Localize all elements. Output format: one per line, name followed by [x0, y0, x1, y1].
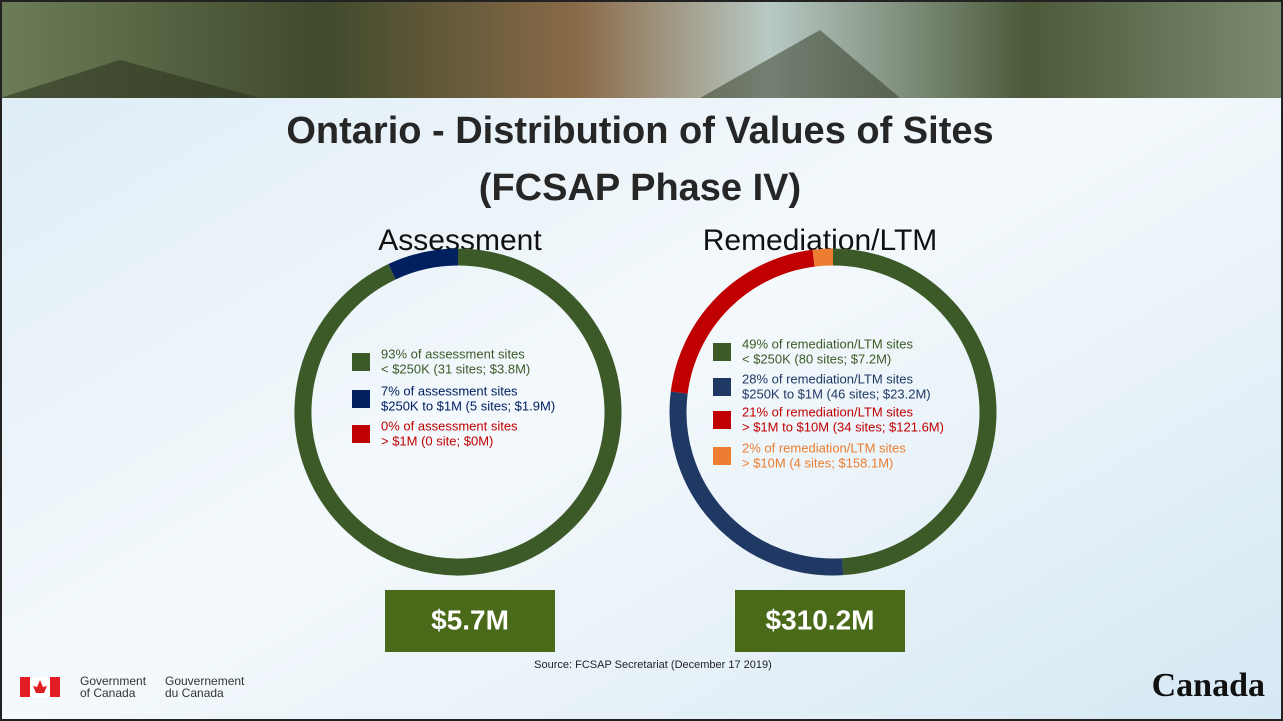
donut-segment	[669, 391, 844, 576]
footer-text: du Canada	[165, 686, 224, 700]
legend-label: 49% of remediation/LTM sites	[742, 336, 913, 351]
header-decor	[0, 60, 260, 98]
total-value: $310.2M	[766, 604, 875, 635]
total-box	[385, 590, 555, 652]
legend-label: < $250K (31 sites; $3.8M)	[381, 361, 530, 376]
total-value: $5.7M	[431, 604, 509, 635]
legend-swatch	[713, 411, 731, 429]
title: (FCSAP Phase IV)	[479, 167, 801, 209]
footer-text: Government	[80, 674, 147, 688]
donut-segment	[294, 248, 622, 576]
legend-label: > $1M to $10M (34 sites; $121.6M)	[742, 419, 944, 434]
legend-swatch	[352, 425, 370, 443]
donut-segment	[388, 248, 459, 280]
title: Ontario - Distribution of Values of Site…	[286, 110, 993, 152]
donut-segment	[832, 248, 997, 576]
legend-label: 28% of remediation/LTM sites	[742, 371, 913, 386]
legend-swatch	[352, 390, 370, 408]
total-box	[735, 590, 905, 652]
flag	[50, 677, 60, 697]
source: Source: FCSAP Secretariat (December 17 2…	[534, 659, 772, 671]
donut-segment	[812, 248, 834, 267]
flag	[20, 677, 30, 697]
legend-label: 21% of remediation/LTM sites	[742, 404, 913, 419]
legend-label: > $1M (0 site; $0M)	[381, 433, 493, 448]
footer-text: Gouvernement	[165, 674, 245, 688]
legend-swatch	[713, 378, 731, 396]
wordmark: Canada	[1152, 667, 1265, 704]
header-image	[0, 0, 1283, 98]
flag-leaf	[33, 680, 47, 693]
legend-label: 0% of assessment sites	[381, 418, 518, 433]
footer-text: of Canada	[80, 686, 136, 700]
legend-swatch	[713, 447, 731, 465]
legend-swatch	[352, 353, 370, 371]
legend-label: 7% of assessment sites	[381, 383, 518, 398]
legend-label: 2% of remediation/LTM sites	[742, 440, 906, 455]
legend-label: $250K to $1M (46 sites; $23.2M)	[742, 386, 931, 401]
legend-label: $250K to $1M (5 sites; $1.9M)	[381, 398, 555, 413]
legend-label: < $250K (80 sites; $7.2M)	[742, 351, 891, 366]
header-decor	[700, 30, 900, 98]
legend-label: 93% of assessment sites	[381, 346, 525, 361]
legend-label: > $10M (4 sites; $158.1M)	[742, 455, 893, 470]
donut-segment	[670, 249, 815, 394]
legend-swatch	[713, 343, 731, 361]
